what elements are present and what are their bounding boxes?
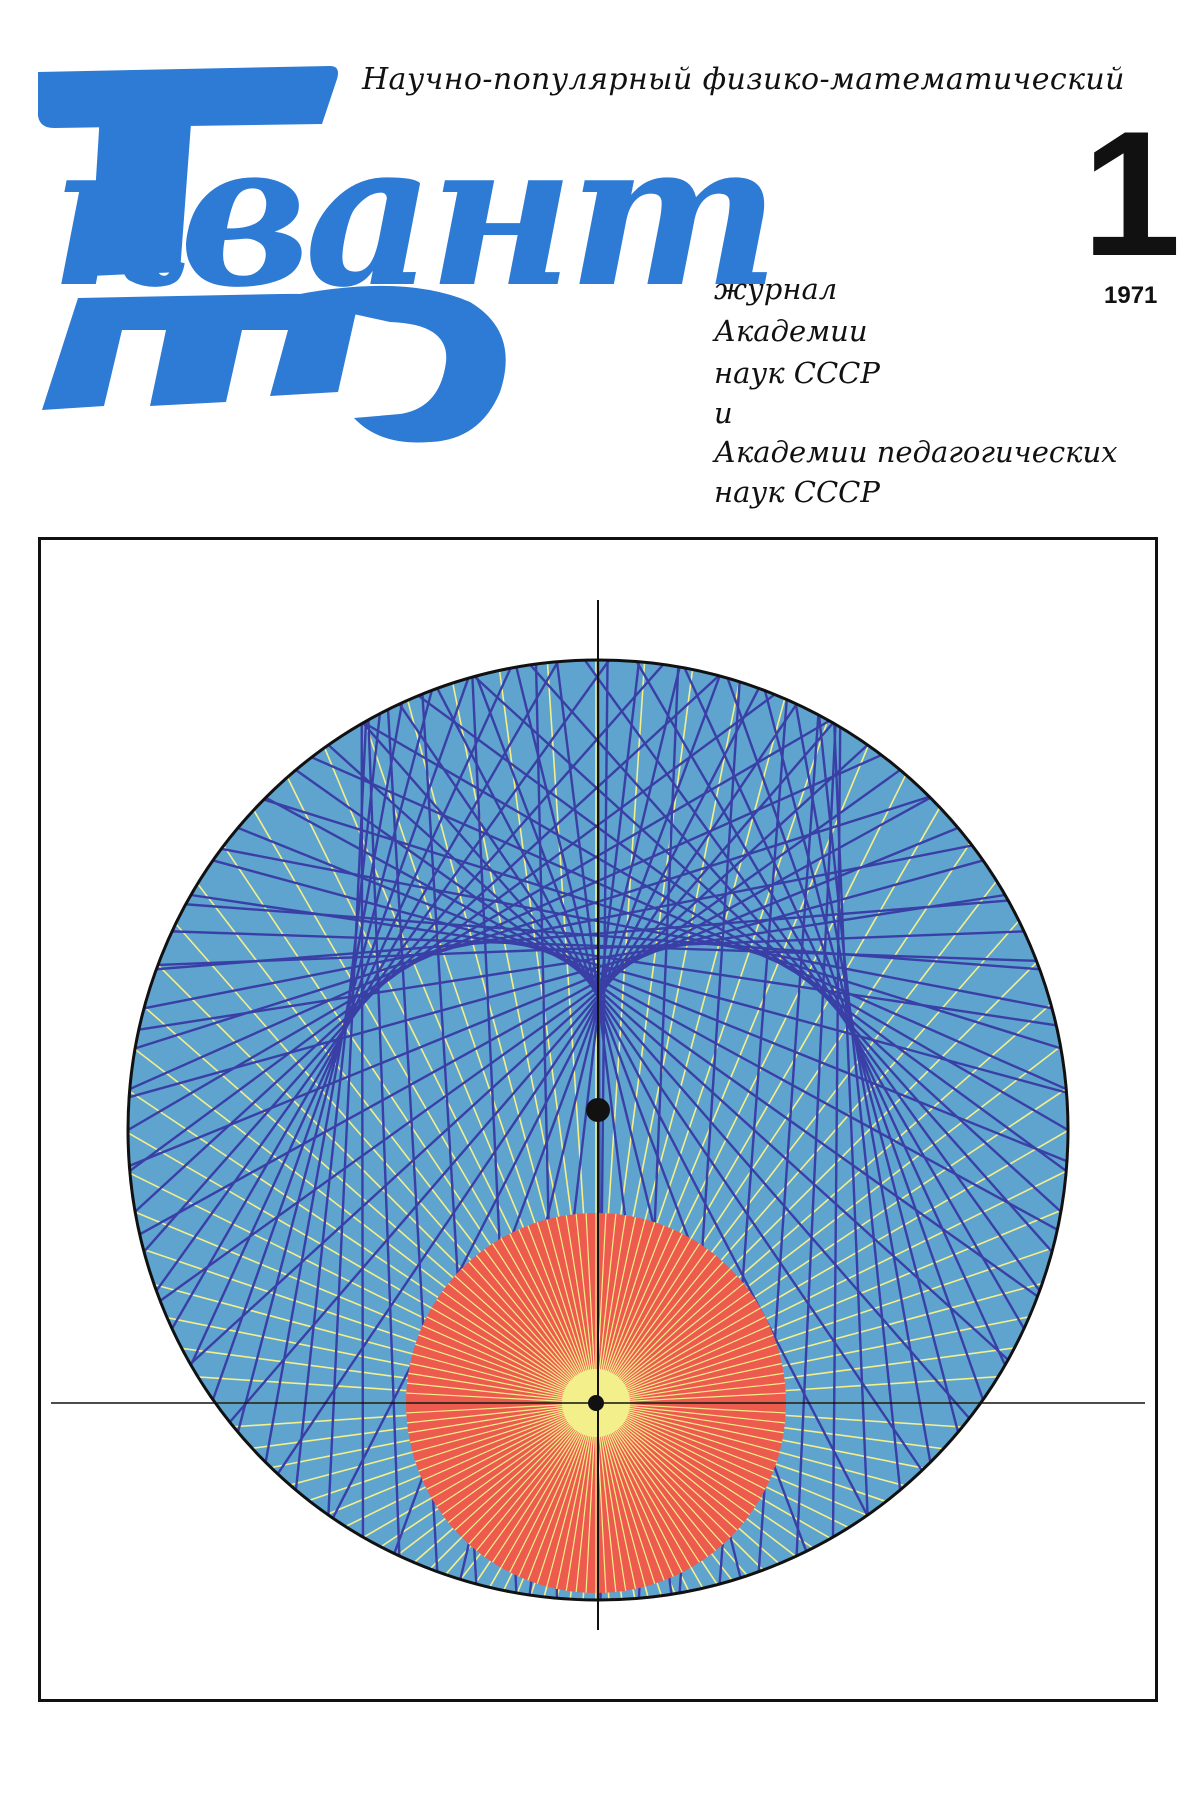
publisher-line-2: Академии bbox=[714, 314, 868, 348]
envelope-chord bbox=[134, 795, 930, 1050]
envelope-chord bbox=[263, 798, 1062, 1050]
envelope-chord bbox=[360, 723, 365, 1538]
envelope-chord bbox=[143, 844, 973, 1010]
envelope-chord bbox=[138, 893, 1006, 1031]
cardioid-envelope-illustration bbox=[51, 600, 1145, 1630]
envelope-chord bbox=[276, 703, 798, 1475]
envelope-chord bbox=[171, 930, 1037, 963]
envelope-chord bbox=[128, 859, 984, 1099]
publisher-line-1: журнал bbox=[714, 272, 838, 306]
envelope-chord bbox=[185, 903, 1040, 971]
envelope-chord bbox=[327, 744, 1009, 1361]
envelope-chord bbox=[362, 722, 971, 1420]
envelope-chord bbox=[635, 660, 1026, 1330]
envelope-chord bbox=[236, 690, 433, 1433]
envelope-chord bbox=[817, 715, 902, 1491]
envelope-group bbox=[128, 660, 1068, 1600]
envelope-chord bbox=[212, 859, 1067, 1094]
envelope-chord bbox=[683, 667, 1007, 1366]
envelope-chord bbox=[189, 744, 869, 1365]
envelope-chord bbox=[295, 768, 1039, 1298]
envelope-chord bbox=[134, 674, 720, 1213]
envelope-chord bbox=[583, 660, 1041, 1292]
envelope-chord bbox=[331, 687, 760, 1519]
envelope-chord bbox=[763, 690, 960, 1433]
publisher-line-3: наук СССР bbox=[714, 356, 880, 390]
issue-year: 1971 bbox=[1104, 282, 1158, 309]
envelope-chord bbox=[221, 847, 1053, 1010]
magazine-subtitle: Научно-популярный физико-математический bbox=[362, 62, 1125, 97]
envelope-chord bbox=[436, 687, 869, 1516]
kvant-logo: квант bbox=[38, 66, 780, 443]
envelope-chord bbox=[311, 756, 1067, 1091]
envelope-chord bbox=[159, 768, 901, 1302]
envelope-chord bbox=[228, 722, 834, 1423]
publisher-line-4: и bbox=[714, 396, 733, 430]
envelope-chord bbox=[831, 727, 842, 1538]
illustration-frame bbox=[38, 537, 1158, 1702]
envelope-chord bbox=[157, 930, 1025, 967]
envelope-chord bbox=[139, 796, 931, 1236]
issue-number: 1 bbox=[1082, 94, 1181, 293]
envelope-chord bbox=[327, 721, 368, 1516]
envelope-chord bbox=[237, 826, 1068, 1163]
focal-point bbox=[588, 1395, 604, 1411]
envelope-chord bbox=[129, 693, 776, 1172]
center-point bbox=[586, 1098, 610, 1122]
envelope-chord bbox=[294, 713, 382, 1491]
envelope-chord bbox=[128, 826, 959, 1168]
publisher-line-5: Академии педагогических bbox=[714, 435, 1118, 469]
envelope-chord bbox=[398, 703, 923, 1472]
publisher-line-6: наук СССР bbox=[714, 475, 880, 509]
envelope-chord bbox=[265, 796, 1058, 1231]
